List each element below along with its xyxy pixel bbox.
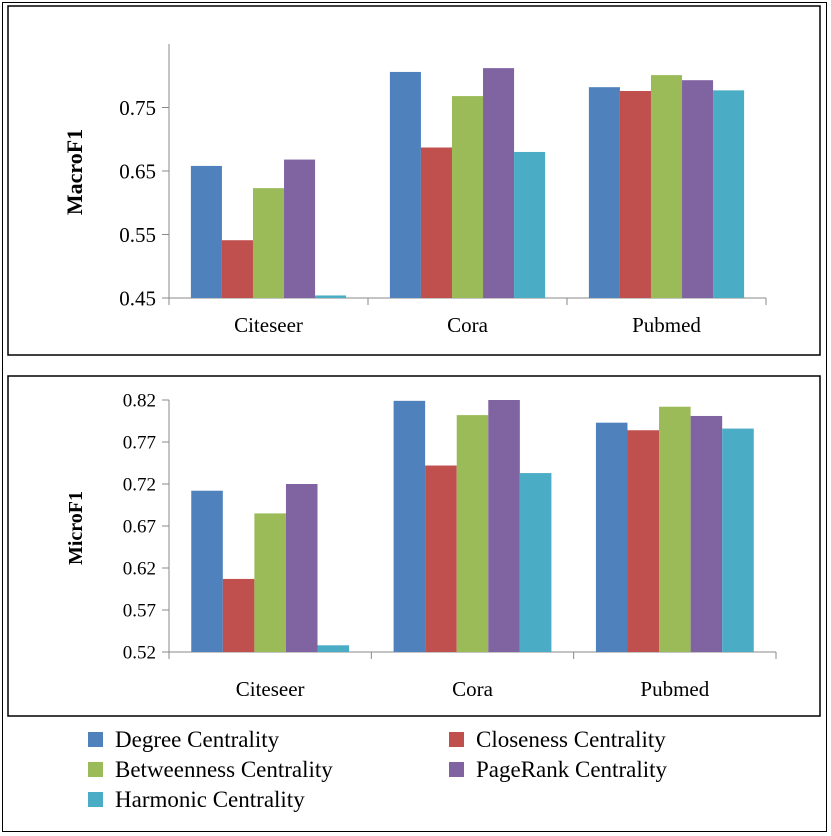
bar-cora-harmonic-centrality <box>514 151 546 298</box>
bar-pubmed-betweenness-centrality <box>650 75 683 299</box>
y-tick-label: 0.62 <box>123 559 156 580</box>
bar-citeseer-pagerank-centrality <box>284 159 316 298</box>
legend-label-harmonic-centrality: Harmonic Centrality <box>115 787 305 812</box>
bar-citeseer-degree-centrality <box>190 165 222 298</box>
y-tick-label: 0.72 <box>123 475 156 496</box>
y-tick-label: 0.65 <box>119 159 156 183</box>
bar-cora-harmonic-centrality <box>519 473 552 652</box>
category-label-citeseer: Citeseer <box>236 677 305 701</box>
bar-cora-closeness-centrality <box>425 465 457 652</box>
y-tick-label: 0.77 <box>123 433 156 454</box>
category-label-cora: Cora <box>452 677 494 701</box>
y-tick-label: 0.75 <box>119 96 156 120</box>
bar-pubmed-degree-centrality <box>595 422 628 652</box>
category-label-pubmed: Pubmed <box>640 677 709 701</box>
legend-swatch-closeness-centrality <box>449 732 464 747</box>
y-tick-label: 0.52 <box>123 643 156 664</box>
y-tick-label: 0.45 <box>119 286 156 310</box>
category-label-pubmed: Pubmed <box>632 313 701 337</box>
bar-pubmed-harmonic-centrality <box>722 428 754 652</box>
bar-pubmed-closeness-centrality <box>627 430 660 652</box>
macro-f1-chart: 0.45 0.55 0.65 0.75 MacroF1 Citeseer Cora Pubme… <box>7 5 821 356</box>
legend: Degree Centrality Closeness Centrality Bet… <box>88 727 667 812</box>
bar-citeseer-closeness-centrality <box>222 578 255 652</box>
bar-cora-closeness-centrality <box>420 147 452 298</box>
bar-cora-pagerank-centrality <box>488 400 520 652</box>
bar-cora-betweenness-centrality <box>451 96 484 298</box>
bar-pubmed-degree-centrality <box>588 87 620 299</box>
bar-pubmed-harmonic-centrality <box>713 90 745 298</box>
legend-swatch-harmonic-centrality <box>88 792 103 807</box>
legend-label-pagerank-centrality: PageRank Centrality <box>476 757 667 782</box>
legend-label-betweenness-centrality: Betweenness Centrality <box>115 757 333 782</box>
bar-cora-degree-centrality <box>393 400 426 652</box>
bar-citeseer-betweenness-centrality <box>252 188 285 298</box>
category-label-citeseer: Citeseer <box>234 313 303 337</box>
bar-citeseer-pagerank-centrality <box>285 484 318 652</box>
bar-cora-betweenness-centrality <box>456 415 489 652</box>
bar-pubmed-pagerank-centrality <box>682 80 714 298</box>
y-tick-label: 0.57 <box>123 601 156 622</box>
bar-pubmed-pagerank-centrality <box>690 415 723 652</box>
legend-swatch-degree-centrality <box>88 732 103 747</box>
bar-pubmed-closeness-centrality <box>619 90 651 299</box>
bar-citeseer-degree-centrality <box>191 490 223 652</box>
legend-swatch-betweenness-centrality <box>88 762 103 777</box>
category-label-cora: Cora <box>447 313 489 337</box>
bar-pubmed-betweenness-centrality <box>659 406 691 652</box>
y-tick-label: 0.67 <box>123 517 156 538</box>
y-axis-label: MacroF1 <box>62 129 87 215</box>
legend-label-closeness-centrality: Closeness Centrality <box>476 727 666 752</box>
bar-citeseer-betweenness-centrality <box>254 513 286 652</box>
bar-citeseer-closeness-centrality <box>221 240 253 298</box>
micro-f1-chart: 0.52 0.57 0.62 0.67 0.72 0.77 0.82 MicroF1 Cites… <box>7 375 821 717</box>
y-tick-label: 0.82 <box>123 391 156 412</box>
bar-cora-degree-centrality <box>389 71 421 298</box>
bar-citeseer-harmonic-centrality <box>315 295 347 298</box>
y-tick-label: 0.55 <box>119 223 156 247</box>
bar-citeseer-harmonic-centrality <box>317 645 350 652</box>
legend-swatch-pagerank-centrality <box>449 762 464 777</box>
y-axis-label: MicroF1 <box>65 491 87 565</box>
bar-cora-pagerank-centrality <box>483 68 515 298</box>
legend-label-degree-centrality: Degree Centrality <box>115 727 280 752</box>
